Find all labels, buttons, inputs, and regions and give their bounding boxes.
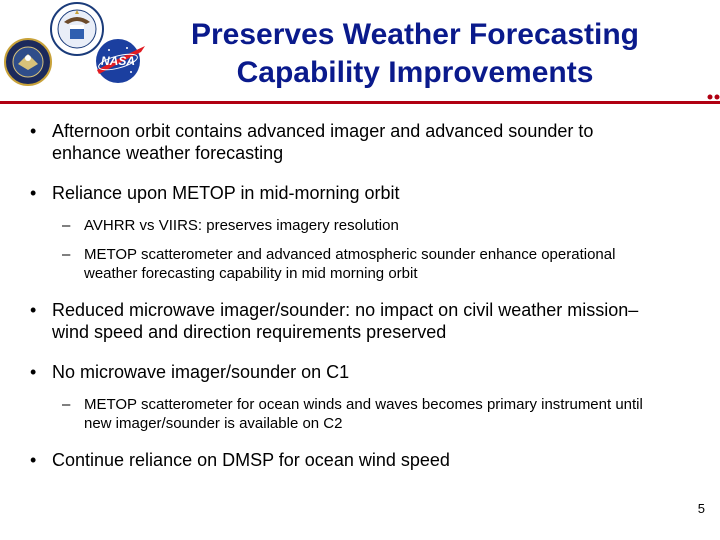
bullet-icon: • bbox=[30, 450, 37, 470]
sub-bullet-item: – METOP scatterometer and advanced atmos… bbox=[0, 245, 644, 283]
title-divider bbox=[0, 101, 720, 104]
bullet-item: • Continue reliance on DMSP for ocean wi… bbox=[0, 449, 652, 471]
bullet-list: • Afternoon orbit contains advanced imag… bbox=[0, 120, 720, 489]
bullet-text: No microwave imager/sounder on C1 bbox=[52, 362, 350, 382]
dod-seal-icon bbox=[4, 38, 52, 86]
bullet-text: Reduced microwave imager/sounder: no imp… bbox=[52, 300, 639, 342]
bullet-icon: • bbox=[30, 300, 37, 320]
divider-dot-icon bbox=[707, 94, 713, 100]
sub-bullet-item: – METOP scatterometer for ocean winds an… bbox=[0, 395, 644, 433]
sub-bullet-icon: – bbox=[62, 217, 71, 234]
divider-dot-icon bbox=[714, 94, 720, 100]
bullet-text: Reliance upon METOP in mid-morning orbit bbox=[52, 183, 400, 203]
commerce-seal-icon bbox=[50, 2, 104, 56]
sub-bullet-icon: – bbox=[62, 246, 71, 263]
sub-bullet-icon: – bbox=[62, 396, 71, 413]
bullet-icon: • bbox=[30, 121, 37, 141]
bullet-text: Continue reliance on DMSP for ocean wind… bbox=[52, 450, 450, 470]
sub-bullet-text: METOP scatterometer and advanced atmosph… bbox=[84, 246, 616, 282]
sub-bullet-item: – AVHRR vs VIIRS: preserves imagery reso… bbox=[0, 216, 644, 235]
title-line-1: Preserves Weather Forecasting bbox=[191, 18, 639, 51]
bullet-text: Afternoon orbit contains advanced imager… bbox=[52, 121, 594, 163]
agency-logos: NASA bbox=[0, 0, 160, 110]
bullet-icon: • bbox=[30, 362, 37, 382]
title-line-2: Capability Improvements bbox=[236, 56, 594, 89]
sub-bullet-text: AVHRR vs VIIRS: preserves imagery resolu… bbox=[84, 217, 399, 234]
slide-title: Preserves Weather Forecasting Capability… bbox=[165, 16, 665, 92]
sub-bullet-text: METOP scatterometer for ocean winds and … bbox=[84, 396, 643, 432]
nasa-logo-icon: NASA bbox=[96, 39, 145, 83]
page-number: 5 bbox=[697, 501, 705, 516]
bullet-icon: • bbox=[30, 183, 37, 203]
nasa-wordmark: NASA bbox=[101, 54, 135, 68]
bullet-item: • Reliance upon METOP in mid-morning orb… bbox=[0, 182, 652, 204]
bullet-item: • Reduced microwave imager/sounder: no i… bbox=[0, 299, 652, 343]
bullet-item: • Afternoon orbit contains advanced imag… bbox=[0, 120, 652, 164]
bullet-item: • No microwave imager/sounder on C1 bbox=[0, 361, 652, 383]
